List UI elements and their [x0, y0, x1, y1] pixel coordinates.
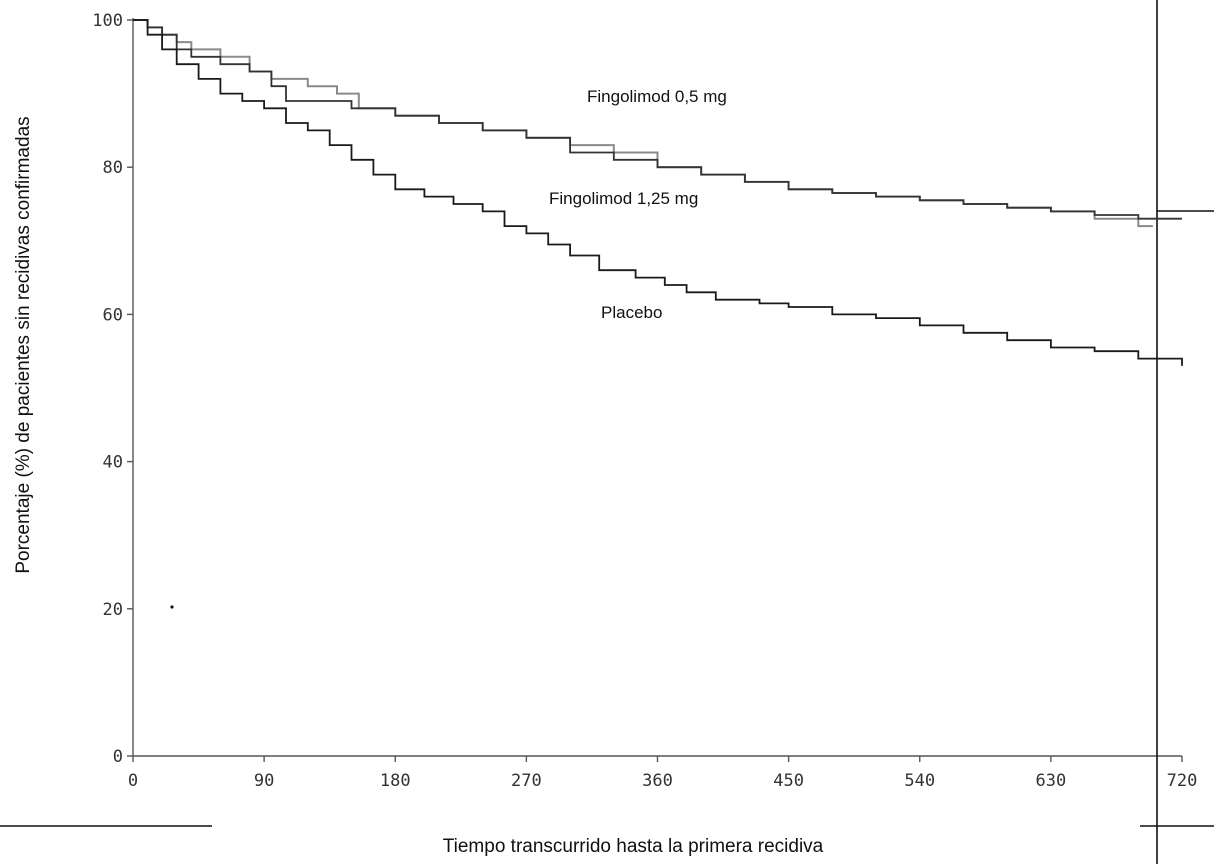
x-axis-title: Tiempo transcurrido hasta la primera rec… — [443, 836, 824, 857]
scan-dot — [170, 605, 174, 609]
y-axis-ticks: 0 20 40 60 80 100 — [92, 11, 133, 767]
x-tick-label: 360 — [642, 771, 673, 791]
x-tick-label: 720 — [1167, 771, 1198, 791]
series-line-placebo — [133, 19, 1183, 366]
x-tick-label: 0 — [128, 771, 138, 791]
y-tick-label: 0 — [113, 747, 123, 767]
series-label-placebo: Placebo — [601, 303, 662, 322]
series-line-fingolimod-1-25-mg — [133, 19, 1182, 220]
y-tick-label: 40 — [103, 453, 123, 473]
x-tick-label: 450 — [773, 771, 804, 791]
y-tick-label: 100 — [92, 11, 123, 31]
x-tick-label: 270 — [511, 771, 542, 791]
survival-curves — [133, 19, 1183, 366]
y-tick-label: 60 — [103, 305, 123, 325]
y-tick-label: 80 — [103, 158, 123, 178]
y-tick-label: 20 — [103, 600, 123, 620]
x-tick-label: 90 — [254, 771, 274, 791]
x-tick-label: 630 — [1036, 771, 1067, 791]
y-axis-title: Porcentaje (%) de pacientes sin recidiva… — [13, 116, 34, 573]
x-axis-ticks: 0 90 180 270 360 450 540 630 720 — [128, 756, 1197, 791]
series-label-fingolimod-05: Fingolimod 0,5 mg — [587, 87, 727, 106]
series-label-fingolimod-125: Fingolimod 1,25 mg — [549, 189, 698, 208]
x-tick-label: 540 — [904, 771, 935, 791]
x-tick-label: 180 — [380, 771, 411, 791]
